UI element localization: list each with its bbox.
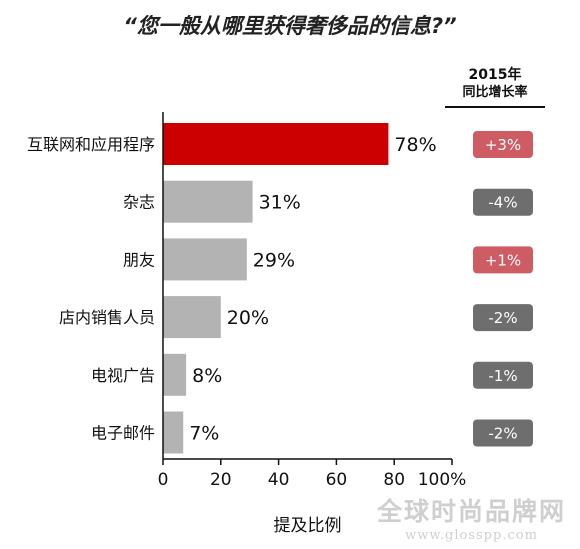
value-label-3: 29% [253,249,295,271]
growth-badge-4 [473,304,533,332]
growth-header-year: 2015年 [468,67,522,83]
value-label-5: 8% [192,365,222,387]
watermark-url: www.glosspp.com [405,528,538,543]
x-tick-label-20: 20 [210,470,232,490]
growth-badge-1 [473,131,533,158]
value-label-2: 31% [259,192,301,214]
value-label-1: 78% [394,134,436,156]
growth-badge-6 [473,419,533,447]
x-tick-label-80: 80 [383,470,405,490]
bar-5 [163,353,187,396]
bar-4 [163,296,221,339]
growth-header-rule [445,106,545,108]
bar-3 [163,238,247,281]
bar-1 [163,123,389,165]
growth-badge-5 [473,361,533,389]
growth-value-4: -2% [488,309,517,327]
growth-value-3: +1% [485,251,521,269]
watermark: 全球时尚品牌网 www.glosspp.com [377,492,566,543]
value-label-6: 7% [189,423,219,445]
category-label-3: 朋友 [123,250,155,269]
bar-6 [163,411,184,454]
growth-value-5: -1% [488,367,517,385]
x-axis-title: 提及比例 [274,516,342,536]
category-label-6: 电子邮件 [91,424,155,443]
growth-header-label: 同比增长率 [462,85,528,100]
value-label-4: 20% [227,307,269,329]
growth-badge-2 [473,188,533,216]
growth-badge-3 [473,246,533,274]
growth-column-header: 2015年 同比增长率 [445,66,545,102]
x-tick-label-60: 60 [326,470,348,490]
bar-2 [163,180,253,223]
chart-title: “您一般从哪里获得奢侈品的信息?” [123,14,457,38]
category-label-5: 电视广告 [91,366,155,385]
growth-value-6: -2% [488,425,517,443]
x-tick-label-40: 40 [268,470,290,490]
category-label-1: 互联网和应用程序 [27,135,155,154]
growth-value-2: -4% [488,194,517,212]
growth-value-1: +3% [485,136,521,154]
x-tick-label-100: 100% [418,470,467,490]
watermark-text: 全球时尚品牌网 [376,497,566,526]
category-label-2: 杂志 [123,193,155,212]
category-label-4: 店内销售人员 [59,308,155,327]
x-tick-label-0: 0 [158,470,169,490]
